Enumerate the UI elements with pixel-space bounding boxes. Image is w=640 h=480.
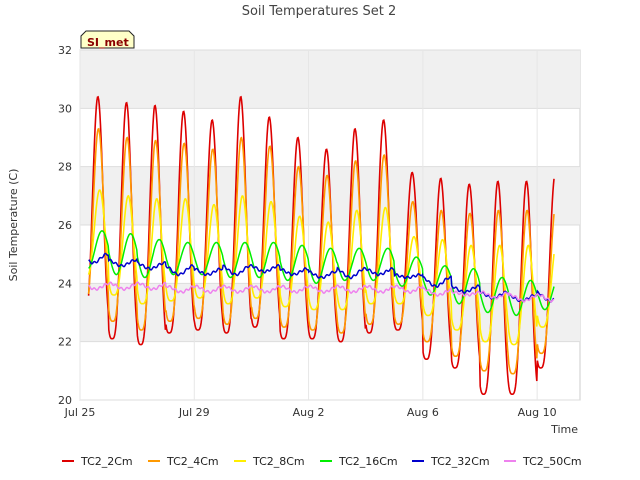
legend-label: TC2_8Cm <box>252 455 305 468</box>
series-layer <box>87 95 555 395</box>
x-axis-label: Time <box>550 423 578 436</box>
series-line-tc2-50cm <box>88 281 555 303</box>
y-tick-label: 20 <box>58 394 72 407</box>
site-badge-label: SI_met <box>87 36 129 49</box>
legend-label: TC2_50Cm <box>522 455 582 468</box>
x-tick-label: Jul 25 <box>64 406 96 419</box>
legend-label: TC2_2Cm <box>80 455 133 468</box>
plot-band <box>80 50 580 109</box>
series-line-tc2-8cm <box>87 189 555 346</box>
grid-lines <box>79 49 580 401</box>
legend-label: TC2_32Cm <box>430 455 490 468</box>
series-line-tc2-4cm <box>87 127 555 375</box>
y-tick-label: 28 <box>58 161 72 174</box>
series-line-tc2-16cm <box>88 230 555 317</box>
y-axis-label: Soil Temperature (C) <box>7 169 20 282</box>
y-tick-label: 30 <box>58 102 72 115</box>
legend-label: TC2_16Cm <box>338 455 398 468</box>
legend: TC2_2Cm TC2_4Cm TC2_8Cm TC2_16Cm TC2_32Cm TC2… <box>62 455 582 468</box>
x-tick-label: Aug 10 <box>518 406 557 419</box>
x-axis-ticks: Jul 25 Jul 29 Aug 2 Aug 6 Aug 10 <box>64 406 557 419</box>
x-tick-label: Jul 29 <box>178 406 210 419</box>
y-axis-ticks: 20 22 24 26 28 30 32 <box>58 44 72 407</box>
chart-title: Soil Temperatures Set 2 <box>242 4 397 19</box>
series-line-tc2-32cm <box>88 252 555 303</box>
x-tick-label: Aug 6 <box>407 406 439 419</box>
site-badge: SI_met <box>80 30 135 49</box>
legend-label: TC2_4Cm <box>166 455 219 468</box>
y-tick-label: 22 <box>58 336 72 349</box>
y-tick-label: 32 <box>58 44 72 57</box>
y-tick-label: 26 <box>58 219 72 232</box>
x-tick-label: Aug 2 <box>293 406 325 419</box>
y-tick-label: 24 <box>58 277 72 290</box>
